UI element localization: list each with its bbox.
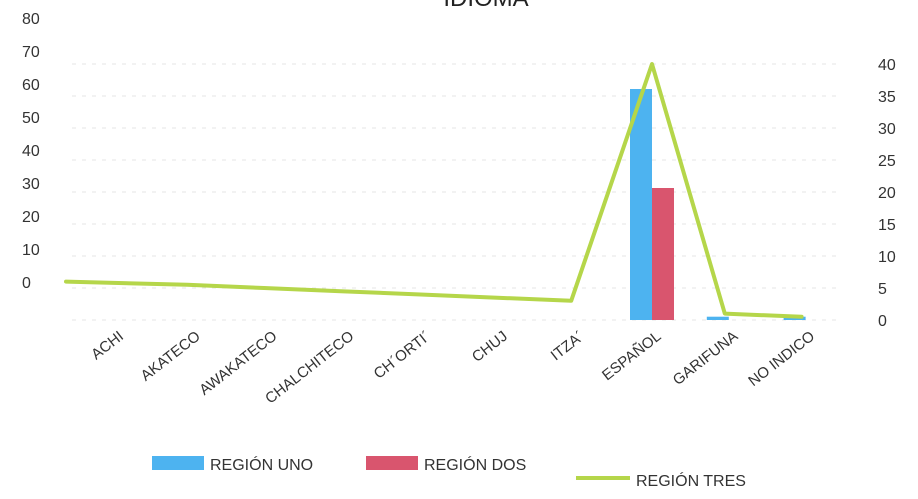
legend-swatch (152, 456, 204, 470)
x-tick-label: NO INDICO (745, 328, 818, 390)
x-tick-label: CHUJ (469, 328, 511, 366)
y-left-tick-label: 80 (22, 11, 40, 28)
y-left-tick-label: 40 (22, 143, 40, 160)
x-tick-label: AWAKATECO (196, 328, 280, 399)
line-región-tres (64, 62, 804, 319)
bar-región-uno (706, 316, 729, 320)
y-right-tick-label: 30 (878, 121, 896, 138)
y-right-tick-label: 15 (878, 217, 896, 234)
y-right-tick-label: 0 (878, 313, 887, 330)
y-right-tick-label: 40 (878, 57, 896, 74)
y-left-tick-label: 50 (22, 110, 40, 127)
y-left-tick-label: 10 (22, 242, 40, 259)
y-left-tick-label: 70 (22, 44, 40, 61)
bar-región-uno (630, 89, 652, 320)
bar-región-dos (652, 188, 674, 320)
x-tick-label: ACHI (88, 328, 127, 363)
x-tick-label: ESPAÑOL (599, 328, 664, 384)
legend-swatch (366, 456, 418, 470)
x-tick-label: CH´ORTI´ (371, 328, 434, 383)
y-right-tick-label: 20 (878, 185, 896, 202)
y-left-tick-label: 60 (22, 77, 40, 94)
chart-title: IDIOMA (443, 0, 528, 12)
legend-label: REGIÓN DOS (424, 455, 526, 474)
y-right-tick-label: 10 (878, 249, 896, 266)
y-right-tick-label: 5 (878, 281, 887, 298)
y-right-tick-label: 35 (878, 89, 896, 106)
y-left-tick-label: 0 (22, 275, 31, 292)
x-tick-label: GARIFUNA (670, 328, 742, 389)
y-right-tick-label: 25 (878, 153, 896, 170)
x-tick-label: ITZA´ (548, 328, 588, 364)
y-left-tick-label: 20 (22, 209, 40, 226)
legend-label: REGIÓN TRES (636, 471, 746, 490)
legend-label: REGIÓN UNO (210, 455, 313, 474)
x-tick-label: AKATECO (138, 328, 204, 385)
y-left-tick-label: 30 (22, 176, 40, 193)
